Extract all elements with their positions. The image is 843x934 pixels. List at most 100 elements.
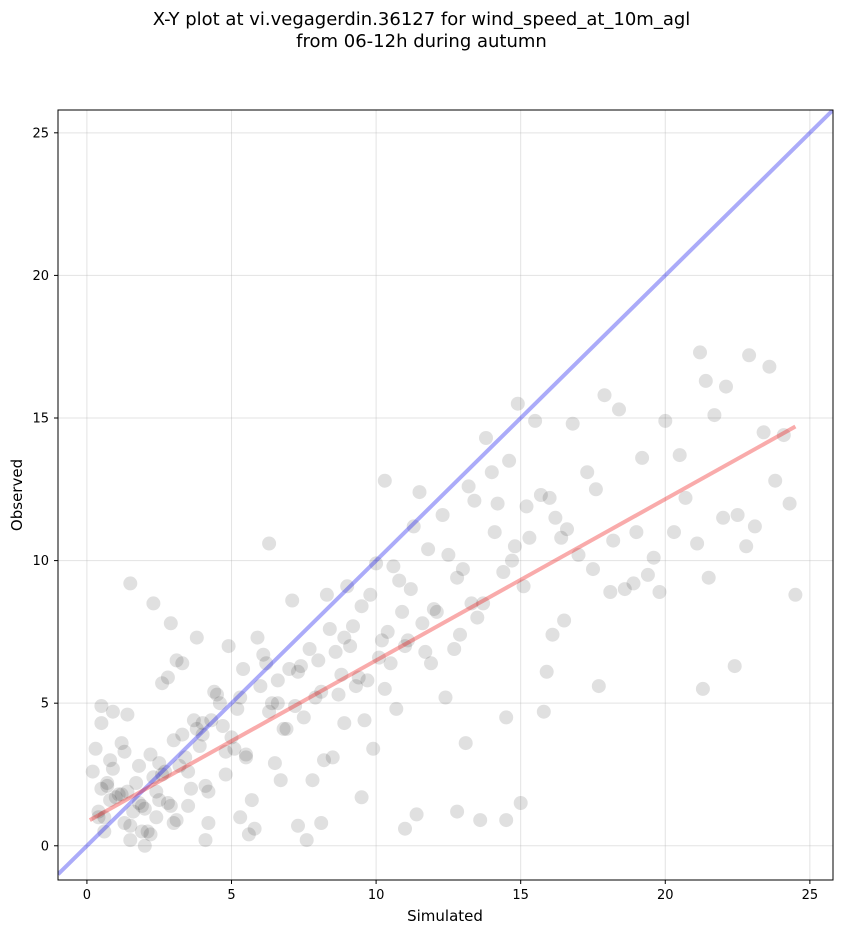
data-point (453, 627, 467, 642)
x-tick-label: 20 (657, 888, 674, 903)
data-point (212, 696, 227, 711)
data-point (140, 824, 155, 839)
data-point (374, 633, 389, 648)
data-point (354, 599, 369, 614)
data-point (328, 644, 343, 659)
data-point (354, 790, 369, 805)
data-point (103, 793, 118, 808)
data-point (293, 659, 308, 674)
data-point (768, 473, 783, 488)
data-point (586, 562, 600, 577)
data-point (198, 833, 213, 848)
data-point (626, 576, 641, 591)
data-point (218, 767, 233, 782)
data-point (603, 585, 618, 599)
data-point (496, 565, 511, 579)
data-point (652, 585, 667, 599)
data-point (450, 804, 465, 819)
data-point (137, 801, 152, 816)
data-point (513, 796, 528, 810)
data-point (273, 773, 288, 788)
data-point (377, 681, 392, 696)
data-point (100, 776, 115, 790)
data-point (557, 613, 572, 628)
data-point (499, 710, 514, 725)
data-point (516, 579, 531, 594)
data-point (215, 719, 230, 733)
data-point (236, 662, 251, 676)
data-point (123, 576, 138, 591)
fit-line (88, 424, 797, 822)
data-point (166, 816, 181, 830)
data-point (137, 838, 152, 853)
data-point (319, 587, 334, 602)
data-point (698, 373, 713, 388)
data-point (588, 482, 603, 497)
data-point (299, 833, 314, 848)
data-point (239, 750, 253, 765)
data-point (160, 670, 175, 685)
data-point (346, 619, 360, 634)
data-point (201, 784, 216, 799)
data-point (505, 553, 519, 568)
data-point (455, 562, 470, 577)
data-point (120, 784, 135, 799)
data-point (461, 479, 476, 494)
x-tick-label: 10 (368, 888, 385, 903)
data-point (210, 687, 224, 702)
data-point (172, 758, 187, 773)
data-point (727, 659, 742, 674)
data-point (108, 790, 123, 805)
data-point (117, 816, 132, 830)
data-point (241, 827, 256, 842)
data-point (357, 713, 372, 728)
data-point (88, 741, 103, 756)
data-point (114, 787, 129, 802)
data-point (189, 630, 204, 645)
data-point (412, 485, 427, 500)
data-point (730, 508, 745, 522)
data-point (163, 616, 178, 631)
data-point (126, 804, 141, 819)
data-point (536, 704, 551, 719)
data-point (343, 639, 358, 654)
data-point (201, 816, 216, 830)
data-point (363, 587, 378, 602)
data-point (259, 656, 274, 671)
data-point (265, 696, 279, 711)
data-point (366, 741, 381, 756)
data-point (337, 716, 352, 731)
data-point (155, 767, 170, 782)
data-point (701, 570, 716, 585)
data-point (380, 624, 395, 639)
data-point (502, 453, 517, 468)
data-point (285, 593, 300, 608)
y-tick-label: 20 (32, 269, 49, 284)
data-point (91, 810, 106, 825)
x-axis-label: Simulated (407, 907, 483, 925)
data-point (175, 656, 190, 671)
reference-lines (58, 110, 833, 876)
data-point (458, 736, 473, 751)
data-point (296, 710, 311, 725)
y-tick-label: 15 (32, 412, 49, 427)
data-point (111, 787, 126, 802)
data-point (189, 721, 204, 736)
data-point (606, 533, 621, 548)
data-point (117, 744, 132, 759)
data-point (612, 402, 626, 417)
data-point (282, 662, 297, 676)
data-point (782, 496, 797, 511)
data-point (163, 798, 178, 813)
data-point (522, 530, 537, 545)
data-point (221, 639, 236, 654)
data-point (244, 793, 259, 808)
data-point (100, 778, 115, 793)
data-point (421, 542, 436, 557)
data-point (424, 656, 438, 671)
data-point (690, 536, 705, 551)
data-point (247, 821, 262, 836)
data-point (464, 596, 479, 611)
data-point (398, 639, 412, 654)
